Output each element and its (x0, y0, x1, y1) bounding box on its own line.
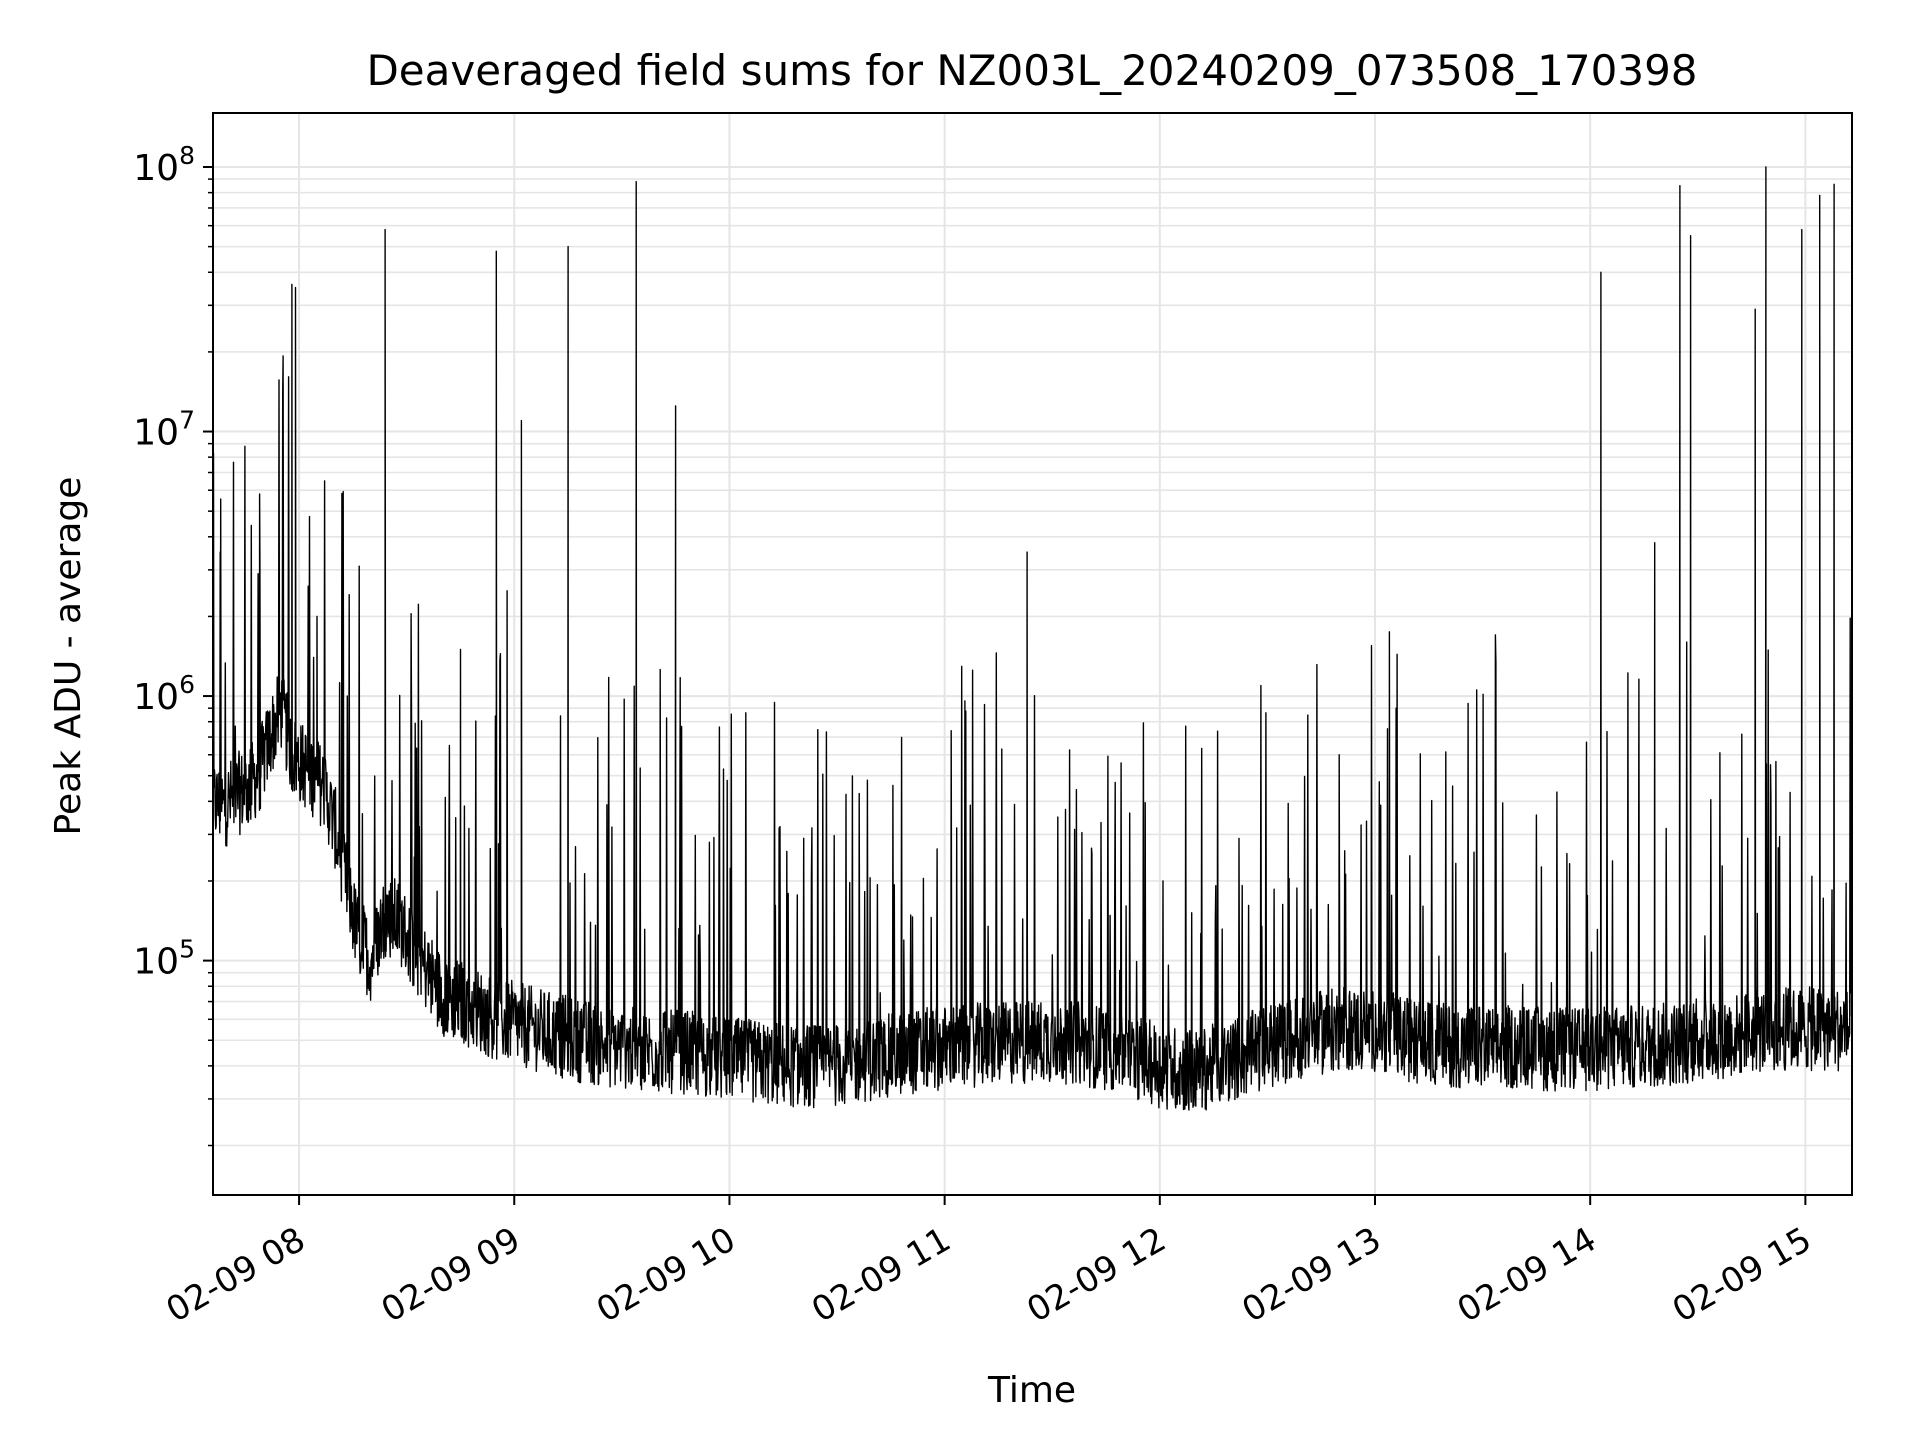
plot-frame (212, 112, 1853, 1196)
x-axis: 02-09 08 02-09 09 02-09 10 02-09 11 02-09 12… (160, 1195, 1818, 1331)
y-axis-label: Peak ADU - average (48, 477, 89, 836)
x-tick-label: 02-09 11 (805, 1220, 957, 1331)
x-tick-label: 02-09 13 (1236, 1220, 1388, 1331)
series-line (212, 166, 1853, 1111)
x-tick-label: 02-09 10 (590, 1220, 742, 1331)
x-axis-label: Time (987, 1370, 1076, 1411)
x-tick-label: 02-09 08 (160, 1220, 312, 1331)
y-axis: 105 106 107 108 (133, 141, 213, 1147)
x-tick-label: 02-09 09 (375, 1220, 527, 1331)
series-line-group (212, 166, 1853, 1111)
x-tick-label: 02-09 14 (1451, 1220, 1603, 1331)
y-tick-label: 108 (133, 141, 195, 189)
chart-title: Deaveraged field sums for NZ003L_2024020… (366, 46, 1697, 95)
x-tick-label: 02-09 15 (1666, 1220, 1818, 1331)
x-tick-label: 02-09 12 (1020, 1220, 1172, 1331)
y-tick-label: 107 (133, 406, 195, 454)
y-tick-label: 106 (133, 670, 195, 718)
y-tick-label: 105 (133, 935, 195, 983)
